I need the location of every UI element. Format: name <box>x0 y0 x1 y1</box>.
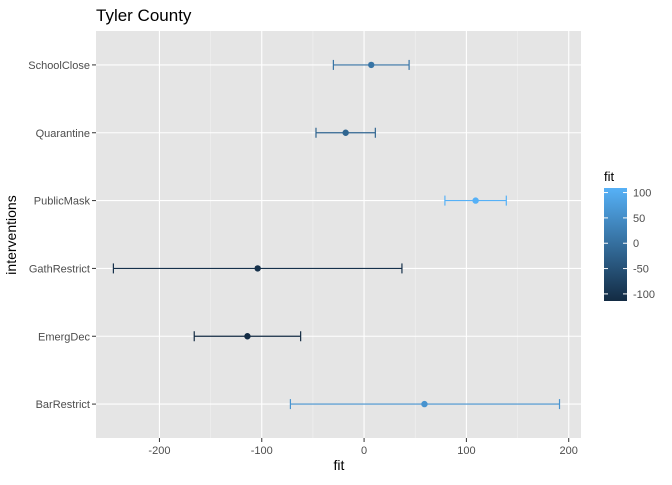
y-tick-label: EmergDec <box>38 331 90 343</box>
errorbar-emergdec <box>193 331 302 342</box>
legend-tick-label: -50 <box>633 264 649 276</box>
legend-tick-label: 50 <box>633 213 645 225</box>
y-tick-label: PublicMask <box>34 196 91 208</box>
x-tick-label: -200 <box>148 445 170 457</box>
legend-ticks: 100 50 0 -50 -100 <box>604 188 655 301</box>
legend-tick-label: -100 <box>633 289 655 301</box>
data-point <box>421 400 428 408</box>
data-layer <box>112 59 561 410</box>
data-point <box>342 129 349 136</box>
y-tick-label: GathRestrict <box>29 263 90 275</box>
errorbar-gathrestrict <box>112 263 403 274</box>
data-point <box>254 265 261 272</box>
legend-colorbar <box>604 188 627 301</box>
y-axis-title: interventions <box>3 195 19 274</box>
axes: -200 -100 0 100 200 SchoolClose Quarantine Publ… <box>28 60 578 457</box>
x-tick-label: 100 <box>457 445 475 457</box>
y-tick-label: SchoolClose <box>28 60 90 72</box>
y-tick-label: Quarantine <box>36 128 90 140</box>
errorbar-quarantine <box>315 127 376 138</box>
y-tick-label: BarRestrict <box>36 399 90 411</box>
data-point <box>472 197 479 204</box>
legend-title: fit <box>604 169 615 184</box>
x-tick-label: 0 <box>361 445 367 457</box>
legend-tick-label: 100 <box>633 188 651 200</box>
plot-panel <box>96 31 581 438</box>
x-tick-label: -100 <box>251 445 273 457</box>
errorbar-schoolclose <box>332 59 410 70</box>
data-point <box>368 61 375 69</box>
legend-tick-label: 0 <box>633 238 639 250</box>
chart-title: Tyler County <box>96 6 192 25</box>
color-legend: fit 100 50 0 -50 -100 <box>604 169 655 301</box>
x-axis-title: fit <box>334 457 345 473</box>
data-point <box>244 333 251 340</box>
errorbar-publicmask <box>444 195 507 206</box>
x-tick-label: 200 <box>560 445 578 457</box>
errorbar-barrestrict <box>289 399 561 410</box>
